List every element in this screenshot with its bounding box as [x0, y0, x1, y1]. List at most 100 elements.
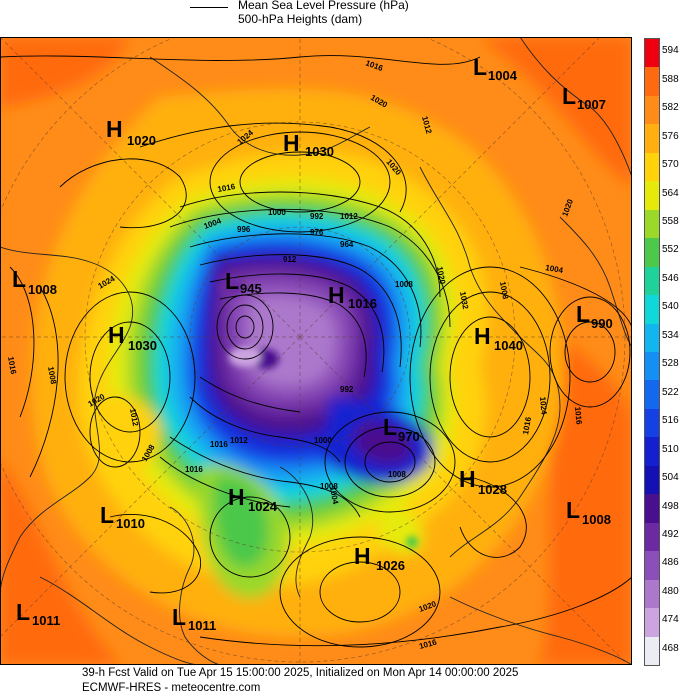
svg-text:1020: 1020 — [127, 133, 156, 148]
colorbar-swatch — [645, 408, 659, 438]
svg-text:H: H — [459, 466, 476, 492]
low-1007-northeast: L 1007 — [562, 83, 606, 112]
colorbar-swatch — [645, 494, 659, 524]
colorbar-swatch — [645, 551, 659, 581]
svg-text:1011: 1011 — [188, 618, 216, 633]
colorbar-label: 516 — [662, 415, 679, 427]
svg-text:970: 970 — [398, 429, 420, 444]
svg-text:L: L — [576, 301, 590, 327]
isobar-label: 1008 — [395, 280, 413, 289]
colorbar-swatch — [645, 579, 659, 609]
isobar-label: 1008 — [46, 366, 58, 386]
svg-text:L: L — [225, 268, 239, 294]
isobar-label: 1000 — [268, 208, 286, 217]
colorbar-label: 534 — [662, 329, 679, 341]
colorbar-swatch — [645, 323, 659, 353]
isobar-label: 1004 — [545, 263, 565, 275]
isobar-label: 1016 — [217, 182, 237, 194]
legend-mslp-label: Mean Sea Level Pressure (hPa) — [238, 0, 409, 12]
svg-text:1008: 1008 — [582, 512, 611, 527]
isobar-label: 1012 — [340, 212, 358, 221]
isobar-label: 964 — [340, 240, 354, 249]
colorbar-label: 528 — [662, 358, 679, 370]
low-1010-southwest: L 1010 — [100, 502, 145, 531]
svg-text:H: H — [108, 322, 125, 348]
svg-text:1040: 1040 — [494, 338, 523, 353]
colorbar-label: 594 — [662, 45, 679, 57]
isobar-label: 1016 — [6, 356, 18, 376]
colorbar-label: 552 — [662, 244, 679, 256]
colorbar-swatch — [645, 380, 659, 410]
isobar-label: 912 — [283, 255, 297, 264]
colorbar-swatch — [645, 295, 659, 325]
svg-text:1030: 1030 — [128, 338, 157, 353]
colorbar-swatch — [645, 209, 659, 239]
isobar-label: 1016 — [573, 406, 584, 425]
colorbar-swatch — [645, 124, 659, 154]
isobar-label: 996 — [237, 225, 251, 234]
high-1016-center: H 1016 — [328, 282, 377, 311]
svg-text:H: H — [328, 282, 345, 308]
high-1026-south: H 1026 — [354, 543, 405, 573]
high-1024-south: H 1024 — [228, 484, 278, 514]
legend-heights-label: 500-hPa Heights (dam) — [238, 12, 363, 26]
isobar-label: 1012 — [128, 408, 140, 428]
isobar-label: 1016 — [185, 465, 203, 474]
svg-text:L: L — [172, 604, 186, 630]
legend: Mean Sea Level Pressure (hPa) 500-hPa He… — [190, 0, 510, 30]
low-945-center: L 945 — [225, 268, 262, 296]
colorbar-label: 570 — [662, 159, 679, 171]
svg-text:H: H — [228, 484, 245, 510]
high-1030-north: H 1030 — [283, 130, 334, 159]
svg-text:990: 990 — [591, 316, 613, 331]
isobar-label: 1020 — [435, 266, 447, 286]
high-1040-east: H 1040 — [474, 323, 523, 353]
svg-text:H: H — [474, 323, 491, 349]
pressure-systems: L 1004 L 1007 H 1020 H 1030 L 1008 H 1030 L 945… — [12, 54, 613, 633]
height-field-cores — [220, 278, 418, 548]
weather-map: 1016 1012 1020 1024 1020 1016 1004 996 1… — [0, 37, 632, 665]
latlon-grid — [0, 37, 632, 665]
colorbar-label: 468 — [662, 642, 679, 654]
isobar-label: 992 — [340, 385, 354, 394]
svg-text:L: L — [566, 497, 580, 523]
svg-text:H: H — [283, 130, 300, 156]
colorbar-label: 486 — [662, 557, 679, 569]
isobars — [0, 55, 632, 648]
svg-text:1030: 1030 — [305, 144, 334, 159]
isobar-label: 976 — [310, 228, 324, 237]
colorbar — [644, 38, 660, 666]
svg-text:1026: 1026 — [376, 558, 405, 573]
isobar-label: 1024 — [538, 396, 549, 415]
svg-text:1024: 1024 — [248, 499, 278, 514]
isobar-label: 1004 — [328, 486, 340, 506]
svg-text:L: L — [100, 502, 114, 528]
low-1008-southeast: L 1008 — [566, 497, 611, 527]
colorbar-label: 498 — [662, 500, 679, 512]
isobar-label: 1000 — [314, 436, 332, 445]
isobar-label: 1008 — [388, 470, 406, 479]
colorbar-label: 564 — [662, 187, 679, 199]
svg-text:1008: 1008 — [28, 282, 57, 297]
colorbar-label: 588 — [662, 73, 679, 85]
high-1028-southeast: H 1028 — [459, 466, 507, 497]
isobar-label: 992 — [310, 212, 324, 221]
low-1011-far-southwest: L 1011 — [16, 599, 60, 628]
colorbar-swatch — [645, 522, 659, 552]
svg-text:H: H — [106, 116, 123, 142]
colorbar-swatch — [645, 238, 659, 268]
colorbar-label: 474 — [662, 614, 679, 626]
svg-text:L: L — [473, 54, 487, 80]
colorbar-swatch — [645, 352, 659, 381]
low-990-east: L 990 — [576, 301, 613, 331]
high-1030-west: H 1030 — [108, 322, 157, 353]
svg-text:1010: 1010 — [116, 516, 145, 531]
colorbar-swatch — [645, 437, 659, 467]
isobar-label: 1012 — [230, 436, 248, 445]
colorbar-label: 522 — [662, 386, 679, 398]
svg-text:1028: 1028 — [478, 482, 507, 497]
svg-text:L: L — [16, 599, 30, 625]
low-1004-north: L 1004 — [473, 54, 518, 83]
colorbar-swatch — [645, 39, 659, 68]
isobar-label: 1016 — [521, 416, 533, 436]
